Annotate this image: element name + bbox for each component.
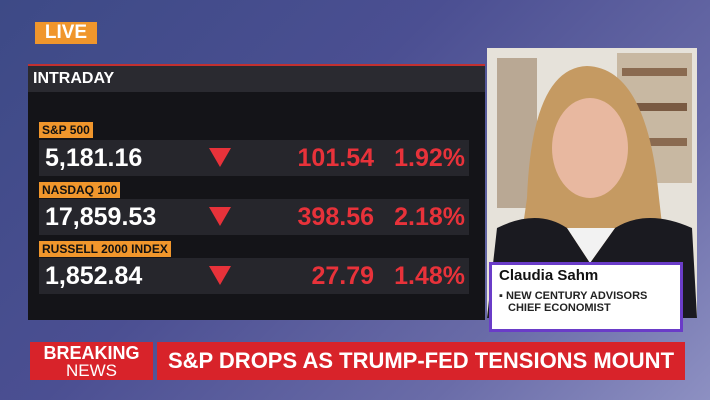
index-row: 1,852.84 27.79 1.48%: [39, 258, 469, 294]
down-arrow: [209, 148, 231, 173]
guest-card: Claudia Sahm ▪ NEW CENTURY ADVISORS CHIE…: [489, 262, 683, 332]
index-change: 398.56: [297, 203, 374, 231]
panel-title: INTRADAY: [28, 66, 485, 92]
breaking-badge: BREAKING NEWS: [30, 342, 153, 380]
breaking-line: BREAKING: [43, 343, 140, 363]
index-percent: 1.92%: [394, 144, 465, 172]
index-row: 17,859.53 398.56 2.18%: [39, 199, 469, 235]
guest-title: CHIEF ECONOMIST: [508, 302, 611, 314]
down-arrow-icon: [209, 148, 231, 167]
down-arrow-icon: [209, 266, 231, 285]
index-percent: 2.18%: [394, 203, 465, 231]
headline: S&P DROPS AS TRUMP-FED TENSIONS MOUNT: [157, 342, 685, 380]
guest-affiliation: ▪ NEW CENTURY ADVISORS: [499, 290, 648, 302]
index-percent: 1.48%: [394, 262, 465, 290]
down-arrow: [209, 266, 231, 291]
intraday-panel: INTRADAY S&P 500 5,181.16 101.54 1.92% NASDA…: [28, 64, 485, 320]
index-name: RUSSELL 2000 INDEX: [39, 241, 171, 257]
index-value: 5,181.16: [45, 144, 143, 172]
breaking-line: NEWS: [66, 361, 117, 380]
index-change: 27.79: [311, 262, 374, 290]
index-row: 5,181.16 101.54 1.92%: [39, 140, 469, 176]
live-badge: LIVE: [35, 22, 97, 44]
index-name: NASDAQ 100: [39, 182, 121, 198]
index-change: 101.54: [297, 144, 374, 172]
down-arrow-icon: [209, 207, 231, 226]
index-value: 1,852.84: [45, 262, 143, 290]
index-value: 17,859.53: [45, 203, 157, 231]
down-arrow: [209, 207, 231, 232]
index-name: S&P 500: [39, 122, 93, 138]
guest-name: Claudia Sahm: [499, 267, 599, 284]
guest-line: NEW CENTURY ADVISORS: [505, 290, 648, 302]
